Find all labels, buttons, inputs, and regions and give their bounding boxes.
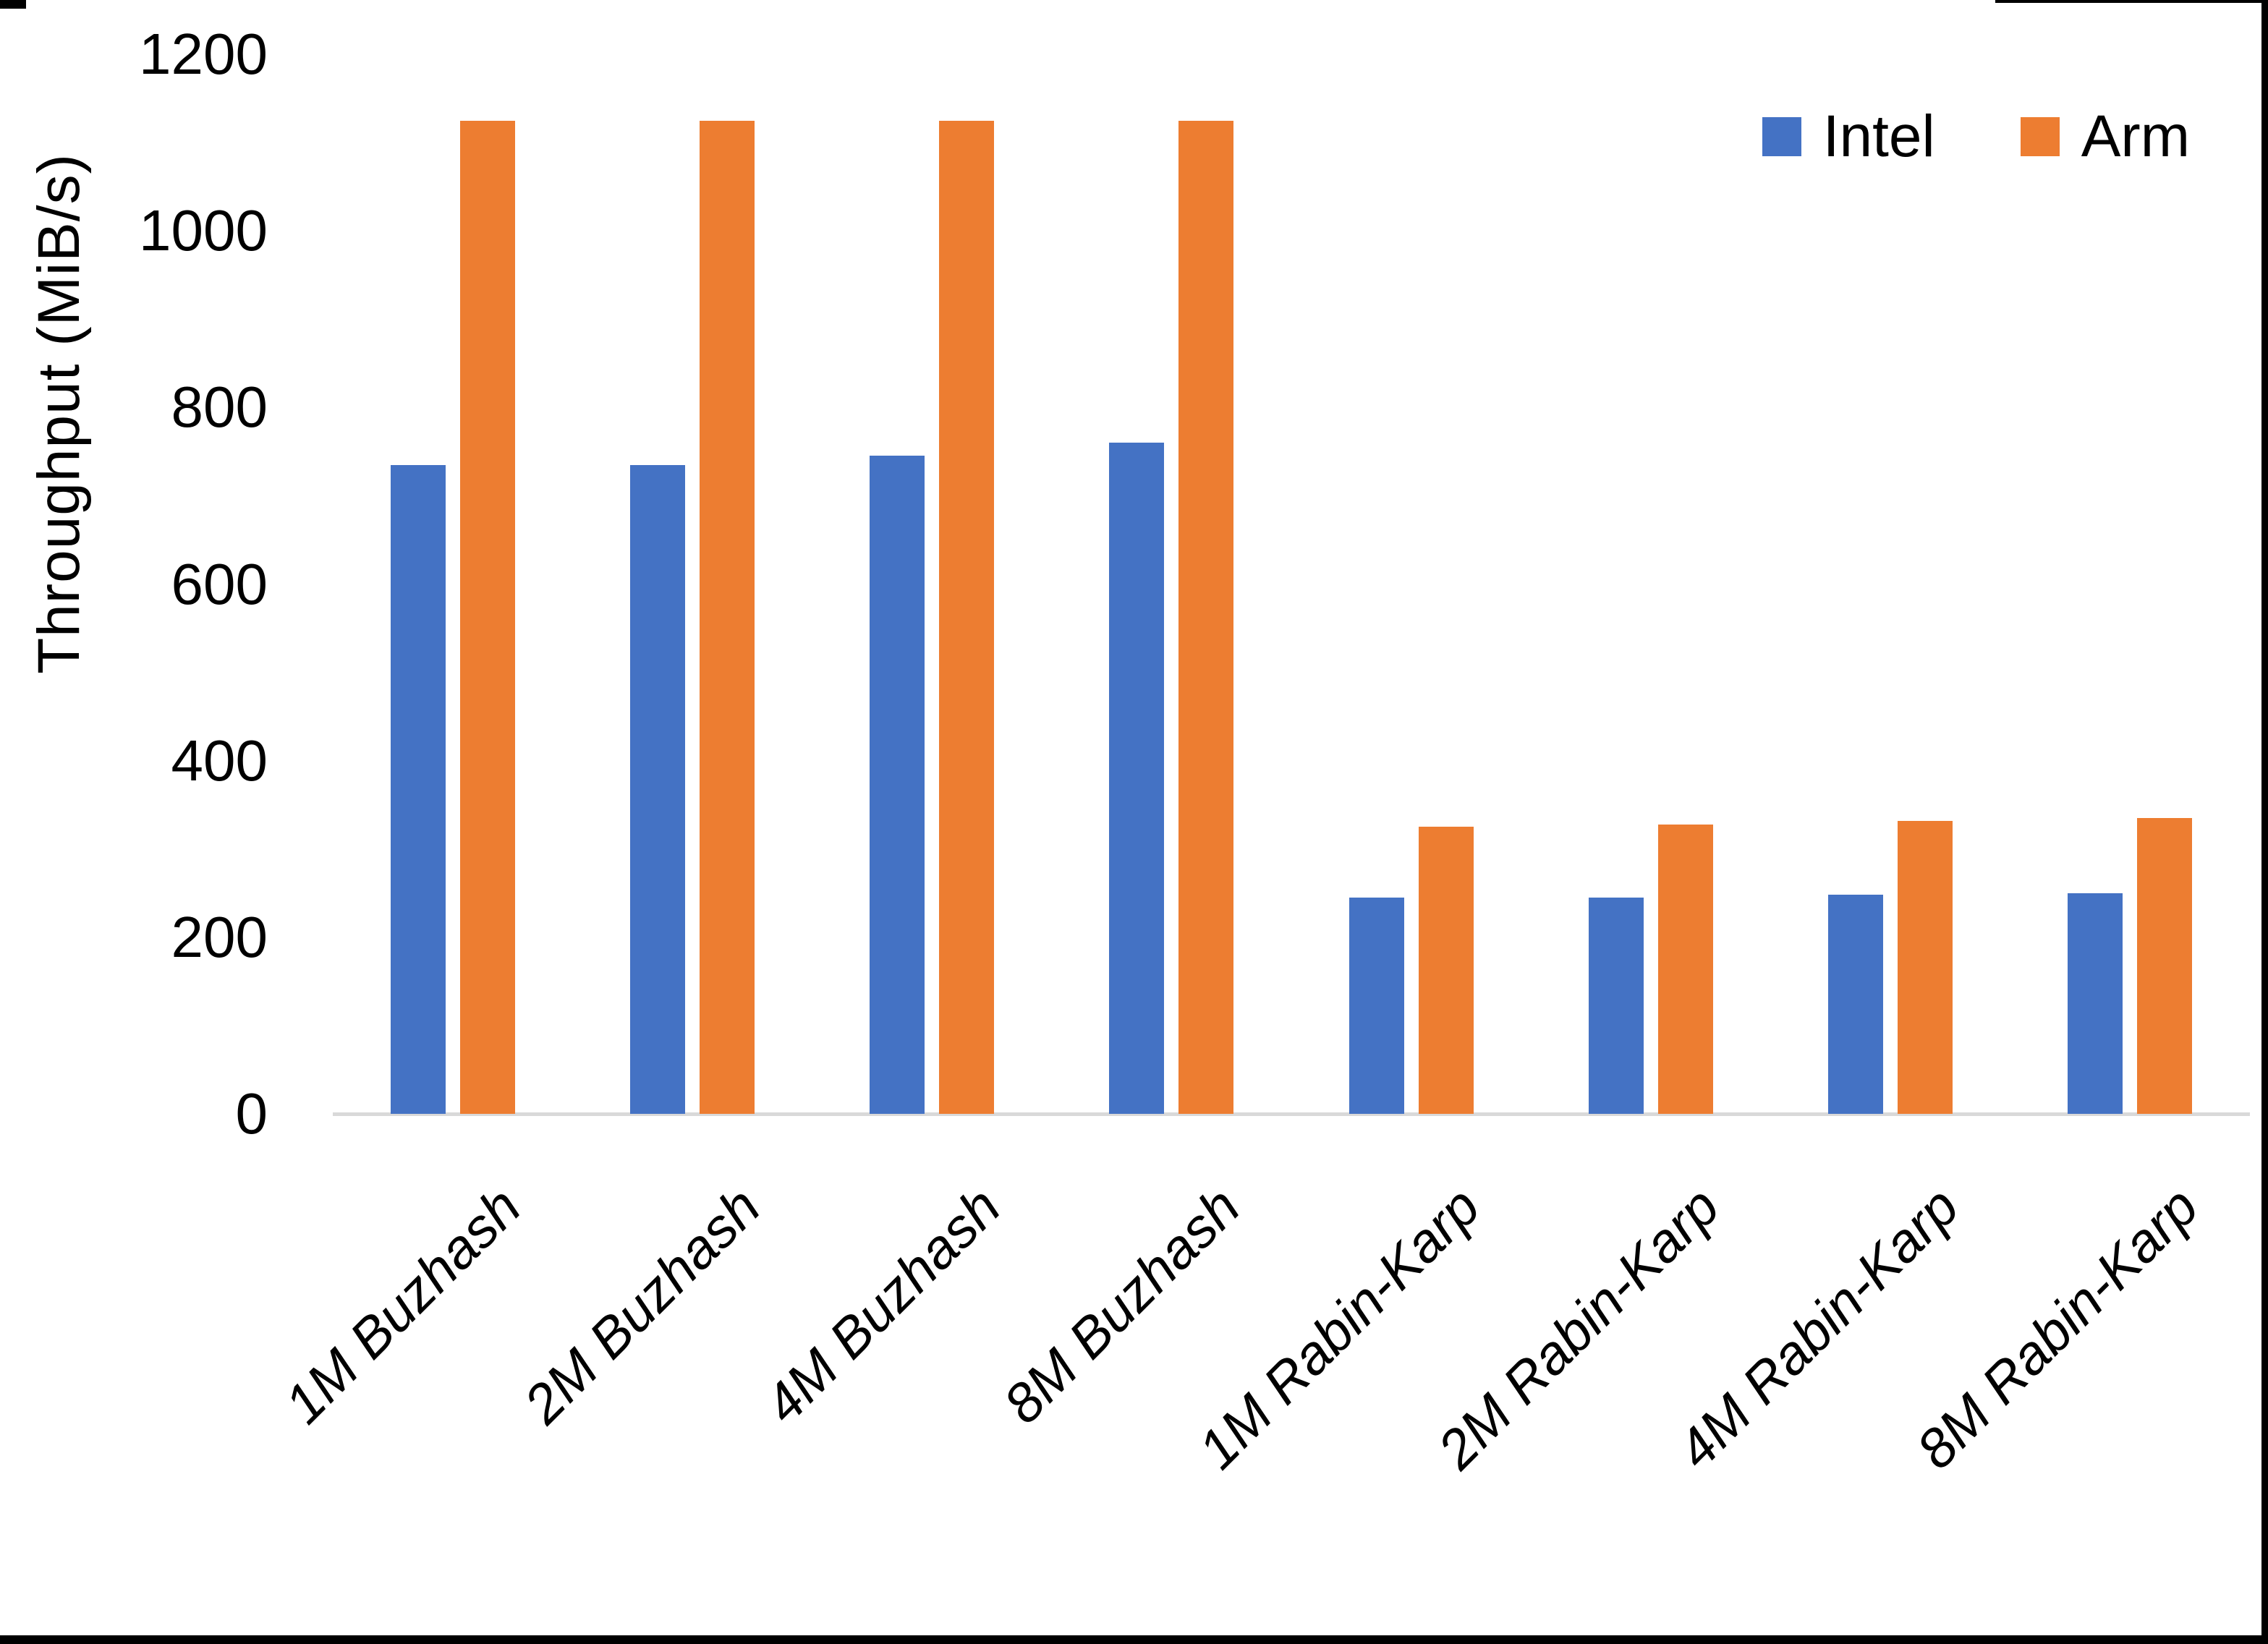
x-category-label: 1M Buzhash (273, 1175, 533, 1436)
bar-intel-4m-buzhash (870, 456, 925, 1114)
y-tick-label-0: 0 (235, 1081, 268, 1146)
y-tick-label-1000: 1000 (139, 198, 268, 263)
bar-intel-1m-rabin-karp (1349, 897, 1404, 1114)
y-tick-label-800: 800 (171, 375, 268, 440)
bar-arm-4m-buzhash (939, 120, 995, 1114)
legend-label-arm: Arm (2081, 103, 2190, 169)
bar-intel-8m-rabin-karp (2068, 893, 2123, 1114)
x-category-label: 4M Buzhash (752, 1175, 1012, 1436)
legend-entry-intel: Intel (1762, 107, 1935, 166)
y-tick-label-1200: 1200 (139, 22, 268, 86)
screenshot-border-top-right (1995, 0, 2268, 3)
y-tick-label-400: 400 (171, 728, 268, 793)
bar-intel-4m-rabin-karp (1828, 895, 1884, 1114)
bar-arm-8m-rabin-karp (2137, 818, 2193, 1114)
y-tick-label-600: 600 (171, 551, 268, 616)
screenshot-border-right (2261, 0, 2268, 1644)
bar-intel-2m-buzhash (629, 464, 685, 1114)
bar-arm-8m-buzhash (1178, 120, 1234, 1114)
bar-arm-1m-rabin-karp (1418, 827, 1474, 1114)
bar-arm-4m-rabin-karp (1898, 820, 1953, 1114)
bar-arm-2m-buzhash (699, 120, 755, 1114)
intel-series-swatch-icon (1762, 117, 1801, 156)
legend: Intel Arm (1762, 107, 2190, 166)
x-category-label: 8M Buzhash (992, 1175, 1252, 1436)
x-category-label: 2M Buzhash (512, 1175, 773, 1436)
bar-intel-8m-buzhash (1109, 443, 1165, 1114)
legend-entry-arm: Arm (2020, 103, 2190, 169)
screenshot-border-bottom (0, 1635, 2268, 1644)
bar-arm-2m-rabin-karp (1657, 824, 1713, 1114)
legend-label-intel: Intel (1822, 103, 1935, 169)
bar-intel-2m-rabin-karp (1588, 897, 1644, 1114)
screenshot-corner-mark-top-left (0, 0, 26, 9)
x-axis-line (333, 1112, 2250, 1116)
bar-intel-1m-buzhash (390, 464, 446, 1114)
bar-arm-1m-buzhash (459, 120, 515, 1114)
y-tick-label-200: 200 (171, 904, 268, 969)
arm-series-swatch-icon (2020, 117, 2060, 156)
